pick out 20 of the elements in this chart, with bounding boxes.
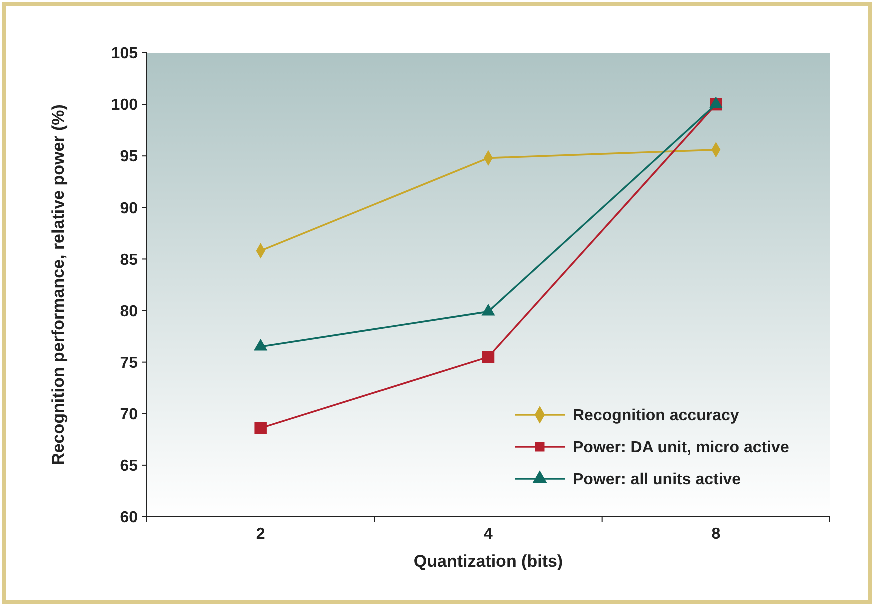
x-tick-label: 4 [484,526,494,543]
point [482,351,495,364]
y-tick-label: 85 [120,252,138,269]
y-tick-label: 70 [120,406,138,424]
y-tick-label: 65 [120,458,138,476]
legend-label: Power: all units active [573,472,742,489]
x-axis-title: Quantization (bits) [414,552,564,571]
y-tick-label: 95 [120,148,138,166]
legend-label: Power: DA unit, micro active [573,440,790,457]
x-tick-label: 8 [712,526,721,543]
y-tick-label: 80 [120,303,138,320]
y-tick-label: 60 [120,510,138,527]
point [254,422,267,434]
y-tick-label: 105 [111,46,138,63]
x-tick-label: 2 [256,526,266,543]
y-axis-title: Recognition performance, relative power (%) [49,104,68,466]
y-tick-label: 75 [120,354,138,372]
legend-label: Recognition accuracy [573,408,740,425]
y-tick-label: 90 [120,200,138,218]
y-tick-label: 100 [111,97,138,114]
